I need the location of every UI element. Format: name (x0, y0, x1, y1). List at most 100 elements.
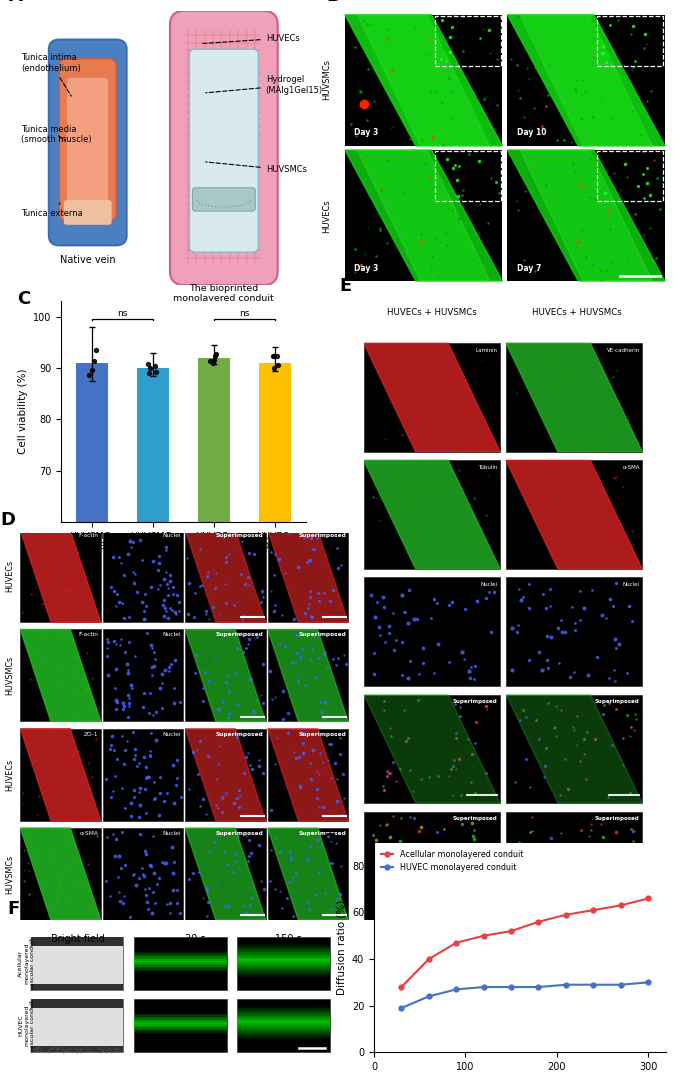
Bar (134, 1025, 226, 1027)
Polygon shape (185, 629, 266, 722)
Text: HUVSMCs: HUVSMCs (5, 656, 14, 695)
Bar (134, 936, 226, 990)
Text: 150 s: 150 s (275, 934, 302, 944)
FancyBboxPatch shape (190, 49, 258, 252)
Bar (134, 954, 226, 957)
Bar (237, 1018, 330, 1019)
Text: E: E (339, 278, 352, 295)
Point (143, 364, 154, 381)
Bar (134, 960, 226, 961)
HUVEC monolayered conduit (644, 976, 652, 989)
Text: Bright field: Bright field (51, 934, 105, 944)
Bar (237, 975, 330, 977)
Polygon shape (506, 343, 642, 452)
Bar (237, 965, 330, 967)
Bar (31, 999, 124, 1008)
Bar (31, 983, 124, 990)
Bar (237, 1008, 330, 1009)
Polygon shape (364, 695, 500, 803)
Text: Superimposed: Superimposed (216, 533, 264, 538)
HUVEC monolayered conduit (397, 1002, 405, 1015)
Point (145, 359, 156, 377)
Polygon shape (20, 728, 101, 821)
Bar (364, 578, 500, 685)
Text: Nuclei: Nuclei (163, 633, 181, 637)
HUVEC monolayered conduit (562, 978, 570, 991)
Bar (134, 1029, 226, 1030)
Bar (507, 15, 665, 146)
Bar (134, 973, 226, 974)
Polygon shape (20, 829, 101, 920)
Bar (364, 695, 500, 803)
FancyBboxPatch shape (59, 59, 116, 221)
Text: HUVSMCs: HUVSMCs (5, 854, 14, 893)
Text: F-actin: F-actin (79, 633, 99, 637)
HUVEC monolayered conduit (507, 980, 515, 993)
Bar (134, 1016, 226, 1017)
Bar (134, 1009, 226, 1010)
Bar (134, 1027, 226, 1029)
Text: Superimposed: Superimposed (595, 816, 640, 821)
Bar (134, 1034, 226, 1036)
Bar (134, 1036, 226, 1037)
Text: ns: ns (117, 309, 128, 317)
Bar (435, 16, 500, 66)
Point (205, 353, 216, 370)
Acellular monolayered conduit (507, 924, 515, 937)
Bar (237, 1009, 330, 1011)
Bar (103, 829, 183, 920)
Bar (134, 1018, 226, 1020)
Point (272, 348, 283, 365)
Text: Nuclei: Nuclei (163, 831, 181, 836)
Text: Nuclei: Nuclei (623, 582, 640, 586)
Y-axis label: Diffusion ratio (%): Diffusion ratio (%) (337, 900, 346, 995)
Text: HUVECs: HUVECs (322, 200, 331, 233)
Polygon shape (506, 461, 642, 568)
Polygon shape (507, 150, 665, 281)
Text: Superimposed: Superimposed (216, 831, 264, 836)
Bar (268, 829, 348, 920)
Bar (237, 977, 330, 979)
Bar (507, 150, 665, 281)
FancyBboxPatch shape (64, 200, 112, 225)
Text: Acellular
monolayered
vascular conduit: Acellular monolayered vascular conduit (18, 937, 35, 990)
Bar (134, 953, 226, 954)
FancyBboxPatch shape (170, 11, 277, 285)
Acellular monolayered conduit (479, 930, 488, 943)
Polygon shape (268, 629, 348, 722)
Bar (597, 152, 663, 201)
Bar (134, 1022, 226, 1024)
Text: The bioprinted
monolayered conduit: The bioprinted monolayered conduit (173, 284, 274, 303)
Bar (345, 15, 503, 146)
Bar (185, 829, 266, 920)
Acellular monolayered conduit (562, 908, 570, 921)
Text: Native vein: Native vein (60, 255, 116, 265)
Bar (237, 967, 330, 969)
Polygon shape (506, 695, 642, 803)
Point (269, 359, 279, 377)
Bar (345, 150, 503, 281)
Text: Laminin: Laminin (475, 348, 498, 353)
Bar (237, 1037, 330, 1038)
Bar (237, 1006, 330, 1008)
Acellular monolayered conduit (617, 900, 625, 912)
Text: ns: ns (239, 309, 250, 317)
Text: HUVECs: HUVECs (5, 759, 14, 791)
Bar (103, 728, 183, 821)
Bar (260, 363, 291, 830)
Bar (237, 936, 330, 990)
Bar (506, 578, 642, 685)
Point (143, 355, 154, 372)
HUVEC monolayered conduit (479, 980, 488, 993)
Bar (134, 1017, 226, 1018)
Bar (199, 357, 230, 830)
Point (210, 345, 221, 363)
Bar (134, 964, 226, 965)
Bar (134, 1037, 226, 1039)
Bar (237, 999, 330, 1052)
Bar (364, 343, 500, 452)
Bar (134, 1033, 226, 1034)
Bar (506, 461, 642, 568)
Acellular monolayered conduit (534, 916, 543, 929)
Text: Day 3: Day 3 (354, 264, 379, 272)
